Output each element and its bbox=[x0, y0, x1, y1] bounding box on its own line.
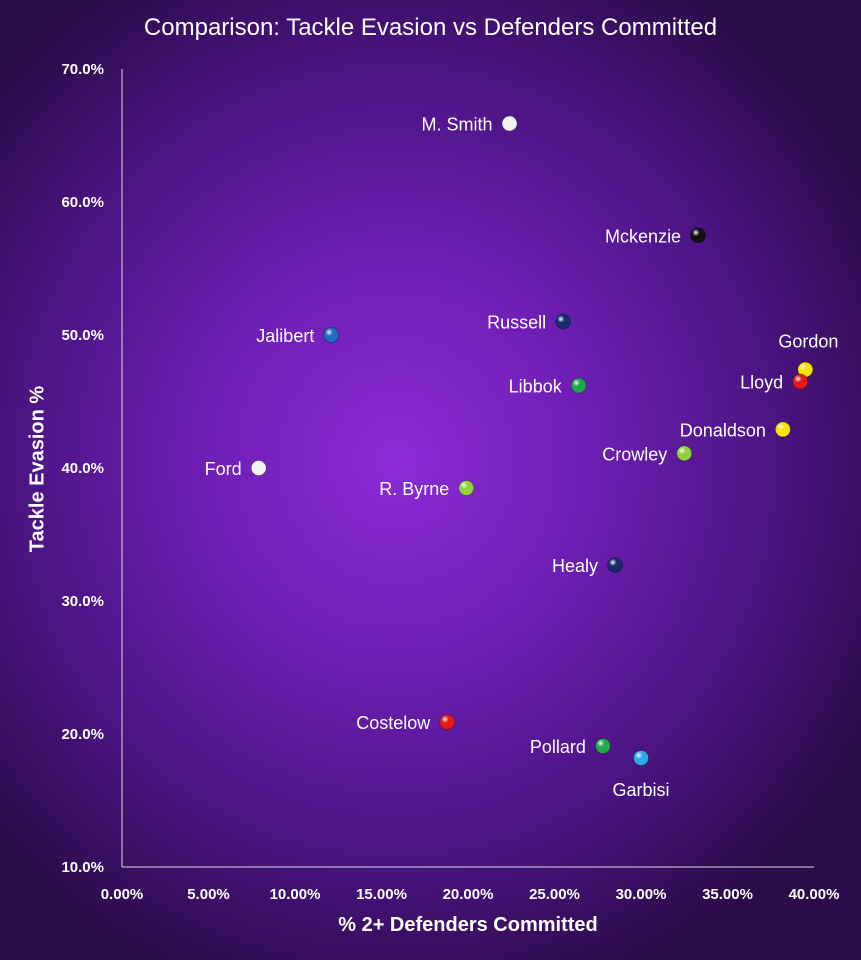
point-label: Libbok bbox=[509, 377, 563, 397]
y-tick-label: 30.0% bbox=[61, 593, 104, 610]
point-label: Russell bbox=[487, 313, 546, 333]
point-marker bbox=[501, 115, 518, 132]
point-label: Garbisi bbox=[612, 780, 669, 800]
point-label: R. Byrne bbox=[379, 479, 449, 499]
data-point: R. Byrne bbox=[379, 479, 475, 499]
data-point: Healy bbox=[552, 556, 623, 576]
data-point: Ford bbox=[205, 459, 267, 479]
point-marker bbox=[690, 227, 706, 244]
point-marker bbox=[439, 714, 456, 730]
point-label: Donaldson bbox=[680, 420, 766, 440]
x-tick-label: 0.00% bbox=[101, 886, 144, 903]
y-tick-label: 10.0% bbox=[61, 859, 104, 876]
y-tick-label: 50.0% bbox=[61, 327, 104, 344]
chart-title: Comparison: Tackle Evasion vs Defenders … bbox=[143, 14, 718, 41]
point-marker bbox=[676, 445, 693, 462]
data-points: M. Smith Mckenzie Russell Jalibert Gordon Llo… bbox=[205, 115, 839, 800]
point-marker bbox=[458, 480, 475, 496]
point-label: Jalibert bbox=[256, 326, 314, 346]
data-point: Jalibert bbox=[256, 326, 340, 346]
data-point: Mckenzie bbox=[605, 226, 706, 246]
point-label: Mckenzie bbox=[605, 226, 681, 246]
point-label: Healy bbox=[552, 556, 598, 576]
point-label: Gordon bbox=[778, 332, 838, 352]
point-marker bbox=[774, 421, 791, 438]
y-tick-label: 70.0% bbox=[61, 61, 104, 78]
x-tick-label: 10.00% bbox=[270, 886, 321, 903]
point-label: Costelow bbox=[356, 713, 431, 733]
data-point: Gordon bbox=[778, 332, 838, 378]
y-tick-label: 40.0% bbox=[61, 460, 104, 477]
data-point: Pollard bbox=[530, 737, 611, 757]
point-label: M. Smith bbox=[422, 115, 493, 135]
x-axis-title: % 2+ Defenders Committed bbox=[338, 914, 598, 936]
x-tick-label: 15.00% bbox=[356, 886, 407, 903]
data-point: Lloyd bbox=[740, 373, 809, 393]
x-tick-label: 30.00% bbox=[616, 886, 667, 903]
data-point: M. Smith bbox=[422, 115, 518, 135]
y-axis-title: Tackle Evasion % bbox=[26, 385, 49, 553]
x-tick-label: 35.00% bbox=[702, 886, 753, 903]
y-tick-label: 60.0% bbox=[61, 194, 104, 211]
data-point: Costelow bbox=[356, 713, 456, 733]
point-label: Crowley bbox=[602, 444, 667, 464]
data-point: Crowley bbox=[602, 444, 693, 464]
data-point: Russell bbox=[487, 313, 572, 333]
x-tick-label: 40.00% bbox=[789, 886, 840, 903]
point-label: Pollard bbox=[530, 737, 586, 757]
x-tick-label: 25.00% bbox=[529, 886, 580, 903]
point-marker bbox=[607, 557, 623, 573]
point-marker bbox=[633, 750, 649, 766]
point-label: Ford bbox=[205, 459, 242, 479]
point-marker bbox=[555, 313, 572, 330]
point-marker bbox=[792, 373, 809, 390]
point-marker bbox=[595, 738, 611, 754]
data-point: Donaldson bbox=[680, 420, 791, 440]
axes: 0.00% 5.00% 10.00% 15.00% 20.00% 25.00% 30.00%… bbox=[61, 61, 839, 903]
point-marker bbox=[323, 327, 340, 343]
data-point: Garbisi bbox=[612, 750, 670, 800]
x-tick-label: 5.00% bbox=[187, 886, 230, 903]
point-marker bbox=[250, 460, 267, 476]
y-tick-label: 20.0% bbox=[61, 726, 104, 743]
x-tick-label: 20.00% bbox=[443, 886, 494, 903]
point-label: Lloyd bbox=[740, 373, 783, 393]
point-marker bbox=[570, 377, 587, 394]
data-point: Libbok bbox=[509, 377, 587, 397]
